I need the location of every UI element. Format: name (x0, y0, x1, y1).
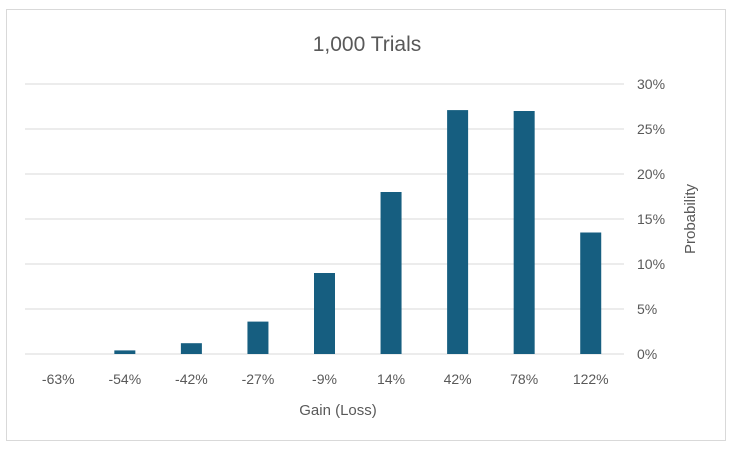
y-tick-label: 20% (637, 166, 665, 182)
x-tick-label: -27% (242, 371, 275, 387)
bar (314, 273, 335, 354)
x-tick-label: -63% (42, 371, 75, 387)
bars (114, 110, 602, 354)
chart-title: 1,000 Trials (313, 33, 422, 56)
y-tick-label: 25% (637, 121, 665, 137)
x-tick-label: 78% (510, 371, 538, 387)
x-axis-ticks: -63% -54% -42% -27% -9% 14% 42% 78% 122% (42, 371, 609, 387)
y-tick-label: 0% (637, 346, 657, 362)
x-axis-title: Gain (Loss) (299, 402, 377, 419)
x-tick-label: -9% (312, 371, 337, 387)
y-tick-label: 5% (637, 301, 657, 317)
bar (580, 232, 602, 354)
bar (247, 321, 269, 354)
y-tick-label: 30% (637, 76, 665, 92)
bar (180, 343, 202, 354)
y-axis-title: Probability (682, 183, 699, 254)
bar (513, 111, 535, 354)
bar (114, 350, 136, 354)
y-axis-ticks: 0% 5% 10% 15% 20% 25% 30% (637, 76, 665, 362)
x-tick-label: 42% (444, 371, 472, 387)
bar (380, 192, 402, 354)
chart-area (6, 9, 726, 441)
x-tick-label: 14% (377, 371, 405, 387)
bar (447, 110, 469, 354)
x-tick-label: -54% (108, 371, 141, 387)
x-tick-label: 122% (573, 371, 609, 387)
y-tick-label: 10% (637, 256, 665, 272)
x-tick-label: -42% (175, 371, 208, 387)
y-tick-label: 15% (637, 211, 665, 227)
